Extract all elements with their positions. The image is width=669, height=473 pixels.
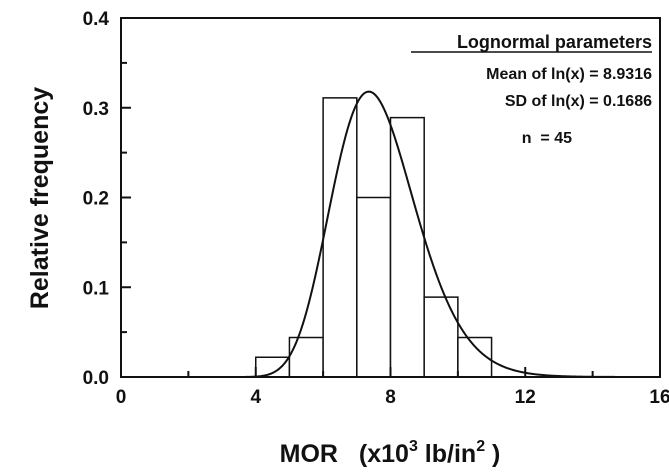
y-axis-ticks: 0.0 0.1 0.2 0.3 0.4 [83,9,131,389]
x-tick-label: 12 [515,387,536,408]
y-axis-title: Relative frequency [26,87,54,309]
annotation-n: n = 45 [522,130,572,147]
y-tick-label: 0.2 [83,189,109,210]
y-tick-label: 0.1 [83,278,110,299]
x-tick-label: 16 [649,387,669,408]
x-tick-label: 4 [250,387,261,408]
x-tick-label: 0 [116,387,127,408]
parameters-annotation: Lognormal parameters Mean of ln(x) = 8.9… [411,32,652,147]
y-tick-label: 0.4 [83,9,110,30]
histogram-bar [356,196,392,378]
histogram-bar [389,116,425,378]
annotation-mean: Mean of ln(x) = 8.9316 [486,66,652,83]
annotation-sd: SD of ln(x) = 0.1686 [505,93,652,110]
y-tick-label: 0.3 [83,99,109,120]
histogram-bar [255,356,291,378]
x-axis-title: MOR (x103 lb/in2 ) [280,438,501,468]
histogram-bars [255,97,493,378]
histogram-bar [423,296,459,378]
y-tick-label: 0.0 [83,368,109,389]
x-axis-ticks: 0 4 8 12 16 [116,367,669,408]
x-tick-label: 8 [385,387,396,408]
annotation-heading: Lognormal parameters [457,32,652,52]
histogram-bar [288,336,324,378]
histogram-bar [322,97,358,378]
